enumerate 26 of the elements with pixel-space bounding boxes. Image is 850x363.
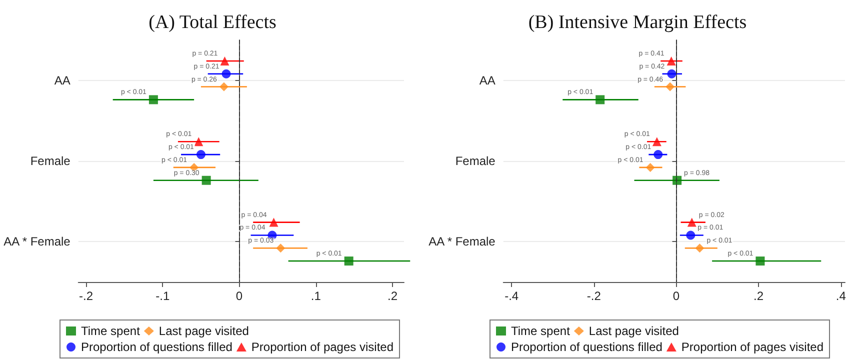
x-tick-label: .2 <box>388 289 398 303</box>
y-tick-label: Female <box>30 154 71 168</box>
y-tick-label: AA <box>479 73 496 88</box>
legend-label: Last page visited <box>588 324 679 338</box>
y-tick-label: AA * Female <box>428 234 496 249</box>
x-tick-label: 0 <box>672 289 680 303</box>
y-tick-label: AA * Female <box>4 234 71 249</box>
legend-label: Proportion of questions filled <box>511 340 662 354</box>
legend-label: Proportion of questions filled <box>81 340 232 354</box>
legend-label: Proportion of pages visited <box>681 340 824 354</box>
chart-title: (A) Total Effects <box>148 12 276 33</box>
x-tick-label: .1 <box>310 289 322 303</box>
legend-label: Time spent <box>81 324 141 338</box>
chart-title: (B) Intensive Margin Effects <box>528 12 747 33</box>
legend-label: Last page visited <box>158 324 249 338</box>
x-tick-label: -.2 <box>79 289 94 303</box>
x-tick-label: -.1 <box>156 289 170 303</box>
legend-label: Proportion of pages visited <box>251 340 394 354</box>
x-tick-label: .2 <box>754 289 764 303</box>
x-tick-label: .4 <box>836 289 846 303</box>
x-tick-label: -.2 <box>586 289 602 303</box>
y-tick-label: Female <box>455 154 496 168</box>
x-tick-label: 0 <box>236 289 243 303</box>
y-tick-label: AA <box>54 73 70 88</box>
legend-label: Time spent <box>511 324 571 338</box>
x-tick-label: -.4 <box>504 289 519 303</box>
